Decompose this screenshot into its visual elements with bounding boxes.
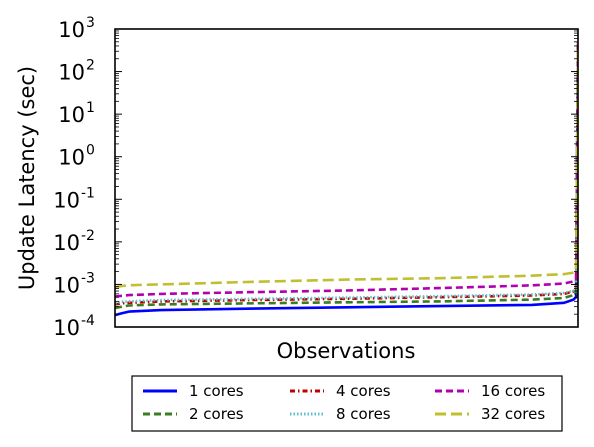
y-tick-label: 10: [58, 18, 85, 42]
legend-label: 16 cores: [481, 382, 545, 400]
legend-label: 1 cores: [189, 382, 244, 400]
legend-frame: [131, 375, 563, 432]
y-tick-label: 10: [58, 146, 85, 170]
y-tick-exponent: -1: [81, 185, 95, 201]
series-line-8-cores: [115, 41, 578, 305]
y-tick-label: 10: [53, 188, 80, 212]
series-line-32-cores: [115, 41, 578, 289]
y-tick-exponent: 2: [86, 58, 95, 74]
series-line-16-cores: [115, 41, 578, 298]
series-line-2-cores: [115, 41, 578, 310]
legend-label: 4 cores: [336, 382, 391, 400]
legend-label: 2 cores: [189, 405, 244, 423]
legend: 1 cores 2 cores 4 cores 8 cores 16 cores 32 c…: [131, 375, 563, 432]
y-tick-label: 10: [53, 231, 80, 255]
series-line-1-cores: [115, 41, 578, 317]
y-tick-exponent: -3: [81, 270, 95, 286]
y-tick-label: 10: [58, 103, 85, 127]
y-tick-label: 10: [53, 273, 80, 297]
legend-items: 1 cores 2 cores 4 cores 8 cores 16 cores 32 c…: [143, 382, 545, 423]
y-tick-label: 10: [53, 316, 80, 340]
y-tick-exponent: 3: [86, 15, 95, 31]
y-tick-exponent: 0: [86, 143, 95, 159]
legend-label: 32 cores: [481, 405, 545, 423]
y-tick-exponent: 1: [86, 100, 95, 116]
series-line-4-cores: [115, 41, 578, 306]
series-layer: [115, 41, 578, 317]
y-tick-exponent: -4: [81, 313, 95, 329]
x-axis-label: Observations: [277, 339, 416, 363]
legend-label: 8 cores: [336, 405, 391, 423]
y-tick-exponent: -2: [81, 228, 95, 244]
y-axis-label: Update Latency (sec): [15, 66, 39, 290]
y-tick-label: 10: [58, 61, 85, 85]
plot-area-frame: [114, 28, 579, 328]
